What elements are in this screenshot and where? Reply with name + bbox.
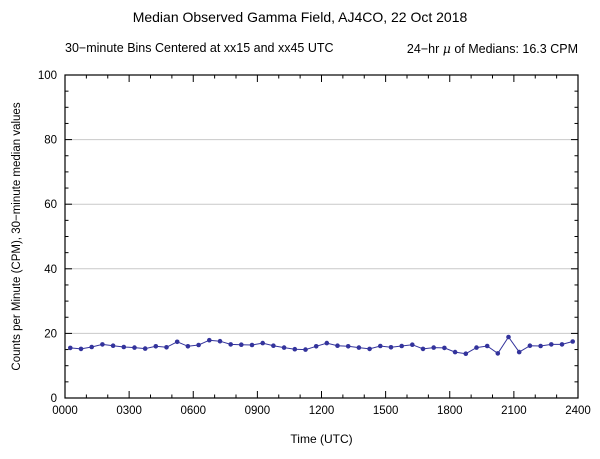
- mu-symbol: μ: [442, 41, 451, 56]
- data-point: [538, 343, 543, 349]
- x-tick-label: 0600: [180, 405, 206, 417]
- data-point: [399, 343, 405, 349]
- data-point: [292, 346, 298, 352]
- data-point: [549, 342, 554, 347]
- data-point: [260, 340, 266, 346]
- data-point: [324, 340, 330, 346]
- data-point: [239, 342, 244, 348]
- data-point: [164, 345, 169, 350]
- data-point: [484, 343, 490, 349]
- data-point: [356, 345, 362, 350]
- x-tick-label: 1200: [309, 405, 335, 417]
- data-point: [68, 345, 73, 351]
- chart-title: Median Observed Gamma Field, AJ4CO, 22 O…: [132, 9, 468, 25]
- data-point: [196, 342, 201, 348]
- data-point: [249, 342, 255, 348]
- data-point: [474, 345, 479, 350]
- data-point: [153, 344, 159, 349]
- x-tick-label: 0000: [52, 405, 78, 417]
- data-point: [100, 342, 105, 347]
- plot-frame: [64, 74, 579, 399]
- y-tick-label: 100: [38, 70, 57, 82]
- data-point: [313, 344, 319, 349]
- data-point: [527, 343, 533, 349]
- data-point: [207, 337, 212, 343]
- data-point: [367, 346, 372, 352]
- data-point: [506, 334, 511, 340]
- data-point: [410, 342, 415, 348]
- data-point: [570, 339, 575, 344]
- data-point: [185, 344, 191, 349]
- data-point: [89, 344, 94, 350]
- data-point: [442, 345, 447, 351]
- data-point: [431, 345, 437, 350]
- data-point: [121, 344, 127, 350]
- data-point: [228, 342, 233, 347]
- data-point: [516, 349, 522, 355]
- data-point: [452, 349, 458, 355]
- chart-subtitle: 30−minute Bins Centered at xx15 and xx45…: [65, 41, 578, 56]
- subtitle-bins-text: 30−minute Bins Centered at xx15 and xx45…: [65, 41, 334, 55]
- y-tick-label: 40: [44, 264, 57, 276]
- data-point: [388, 345, 394, 350]
- data-point: [110, 343, 116, 349]
- data-point: [142, 346, 148, 351]
- x-axis-label: Time (UTC): [290, 432, 352, 446]
- subtitle-mean-text: 24−hr μ of Medians: 16.3 CPM: [406, 41, 578, 56]
- data-point: [345, 344, 351, 349]
- data-point: [420, 346, 426, 352]
- x-tick-label: 2100: [501, 405, 527, 417]
- y-tick-label: 80: [44, 135, 57, 147]
- data-point: [271, 343, 276, 349]
- data-point: [78, 346, 84, 352]
- data-point: [495, 351, 501, 356]
- data-point: [378, 343, 383, 349]
- x-tick-label: 2400: [565, 405, 591, 417]
- data-point: [335, 343, 340, 349]
- data-point: [463, 351, 469, 357]
- x-tick-label: 1800: [437, 405, 463, 417]
- y-tick-label: 20: [44, 328, 57, 340]
- data-point: [559, 342, 565, 347]
- y-tick-label: 60: [44, 199, 57, 211]
- x-tick-label: 0300: [116, 405, 142, 417]
- x-tick-label: 0900: [245, 405, 271, 417]
- data-point: [217, 338, 223, 344]
- y-tick-label: 0: [51, 393, 57, 405]
- data-point: [132, 345, 137, 350]
- data-point: [281, 345, 287, 350]
- x-tick-label: 1500: [373, 405, 399, 417]
- data-point: [303, 347, 308, 352]
- y-axis-label: Counts per Minute (CPM), 30−minute media…: [11, 102, 23, 370]
- data-point: [174, 339, 180, 345]
